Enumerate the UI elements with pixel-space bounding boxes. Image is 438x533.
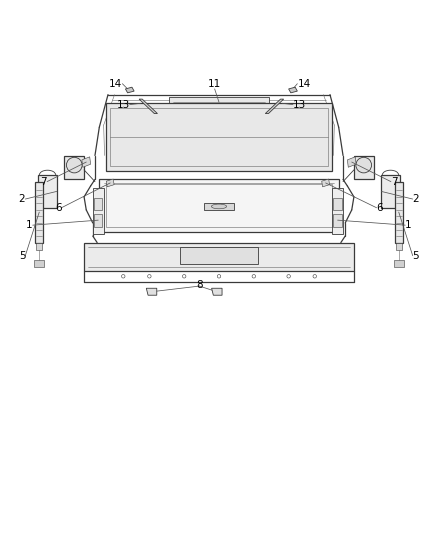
Bar (94, 198, 102, 210)
Text: 5: 5 (413, 251, 419, 261)
Polygon shape (347, 157, 356, 167)
Text: 2: 2 (19, 194, 25, 204)
Text: 1: 1 (405, 220, 412, 230)
Text: 6: 6 (55, 203, 61, 213)
Text: 13: 13 (117, 100, 130, 110)
Bar (204, 203, 234, 211)
Bar (35, 182, 43, 243)
Text: 13: 13 (293, 100, 306, 110)
Text: 1: 1 (26, 220, 33, 230)
Bar (106, 184, 332, 228)
Polygon shape (139, 99, 157, 114)
Bar (333, 198, 342, 210)
Ellipse shape (67, 157, 82, 173)
Bar (64, 156, 84, 180)
Bar (396, 244, 402, 251)
Polygon shape (289, 87, 297, 93)
Bar (36, 244, 42, 251)
Bar (395, 182, 403, 243)
Text: 7: 7 (40, 176, 47, 187)
Polygon shape (82, 157, 91, 167)
Bar (110, 108, 328, 166)
Bar (34, 260, 45, 266)
Text: 7: 7 (391, 176, 398, 187)
Polygon shape (212, 288, 222, 295)
Polygon shape (106, 179, 114, 187)
Ellipse shape (212, 204, 226, 209)
Text: 2: 2 (413, 194, 419, 204)
Bar (84, 243, 354, 271)
Text: 11: 11 (208, 79, 221, 89)
Bar (99, 180, 339, 232)
Bar (180, 247, 258, 264)
Bar (39, 175, 57, 208)
Text: 5: 5 (19, 251, 25, 261)
Text: 6: 6 (377, 203, 383, 213)
Text: 14: 14 (109, 79, 122, 88)
Polygon shape (265, 99, 284, 114)
Bar (393, 260, 404, 266)
Bar (94, 214, 102, 228)
Polygon shape (146, 288, 157, 295)
Bar (381, 175, 399, 208)
Text: 8: 8 (196, 280, 203, 290)
Bar (354, 156, 374, 180)
Text: 14: 14 (297, 79, 311, 88)
Bar (332, 188, 343, 234)
Bar (333, 214, 342, 228)
Bar (169, 97, 269, 108)
Polygon shape (125, 87, 134, 93)
Bar (106, 103, 332, 171)
Bar (93, 188, 104, 234)
Ellipse shape (356, 157, 371, 173)
Polygon shape (322, 179, 329, 187)
